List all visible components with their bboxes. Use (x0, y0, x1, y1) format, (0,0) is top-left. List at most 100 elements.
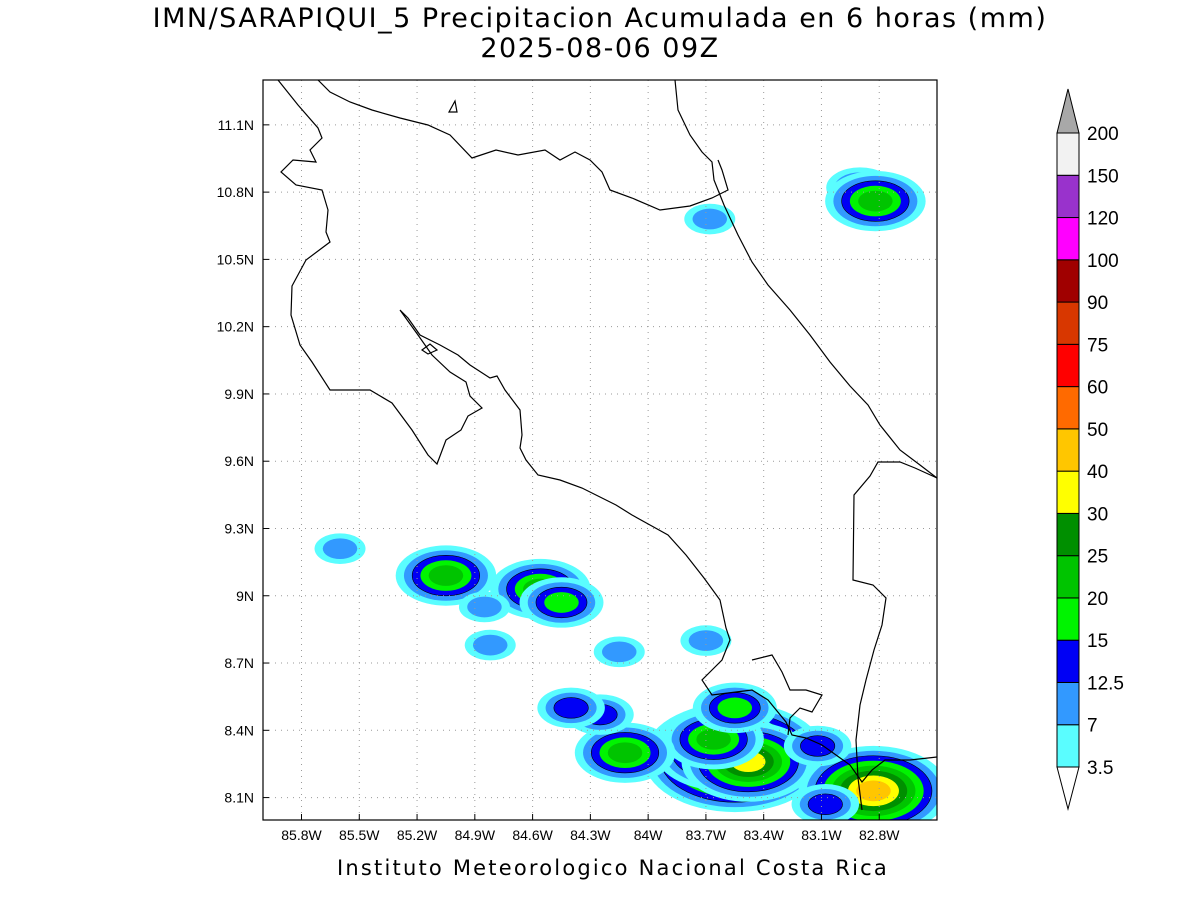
lon-tick-label: 85.2W (397, 827, 438, 843)
colorbar-swatch (1056, 132, 1080, 176)
colorbar-label: 30 (1087, 504, 1108, 525)
lat-tick-label: 10.8N (217, 184, 254, 200)
lake-nicaragua-islet (447, 99, 458, 113)
colorbar-swatch (1056, 681, 1080, 726)
precip-cell (519, 577, 604, 628)
colorbar-label: 150 (1087, 166, 1119, 187)
map-title: IMN/SARAPIQUI_5 Precipitacion Acumulada … (152, 3, 1048, 34)
credit-footer: Instituto Meteorologico Nacional Costa R… (337, 856, 889, 880)
pacific-coast-guanacaste (277, 80, 937, 783)
precip-contour (692, 208, 728, 230)
precip-cell (783, 725, 852, 767)
colorbar-swatch (1056, 555, 1080, 599)
colorbar-label: 40 (1087, 462, 1108, 483)
lat-tick-label: 9.3N (224, 520, 254, 536)
lat-tick-label: 9.9N (224, 386, 254, 402)
lon-tick-label: 83.4W (743, 827, 784, 843)
precip-contour (553, 697, 589, 719)
precip-cell (464, 629, 516, 661)
precip-contour (856, 780, 891, 802)
lon-tick-label: 83.7W (686, 827, 727, 843)
lat-tick-label: 8.1N (224, 790, 254, 806)
panama-border (852, 461, 937, 811)
coastlines (277, 80, 937, 811)
colorbar-swatch (1056, 428, 1080, 472)
lat-tick-label: 11.1N (218, 117, 254, 133)
precip-contour (322, 538, 358, 560)
lat-tick-label: 8.4N (224, 722, 254, 738)
lon-tick-label: 84.9W (455, 827, 496, 843)
colorbar-swatch (1056, 386, 1080, 430)
colorbar-label: 3.5 (1087, 758, 1113, 779)
precip-contour (602, 641, 637, 663)
colorbar-under-triangle (1056, 766, 1080, 811)
precip-cell (537, 687, 605, 729)
colorbar-swatch (1056, 259, 1080, 303)
precip-cell (574, 722, 676, 783)
precip-contour (717, 697, 753, 719)
nicaragua-border (317, 80, 729, 211)
lon-tick-label: 84W (634, 827, 664, 843)
colorbar-label: 75 (1087, 335, 1108, 356)
lon-tick-label: 85.8W (281, 827, 322, 843)
colorbar-label: 60 (1087, 378, 1108, 399)
colorbar-label: 90 (1087, 293, 1108, 314)
precip-contour (688, 630, 724, 651)
lon-tick-label: 83.1W (801, 827, 842, 843)
precipitation-field (314, 167, 937, 820)
colorbar-label: 20 (1087, 589, 1108, 610)
colorbar-label: 25 (1087, 547, 1108, 568)
precip-contour (800, 735, 836, 757)
precip-cell (791, 784, 860, 820)
colorbar-label: 200 (1087, 124, 1119, 145)
lat-tick-label: 9.6N (224, 453, 254, 469)
precip-cell (593, 636, 645, 668)
colorbar-swatch (1056, 301, 1080, 345)
graticule (263, 80, 937, 820)
precip-contour (472, 634, 508, 656)
colorbar-swatch (1056, 597, 1080, 641)
precip-contour (858, 190, 893, 212)
colorbar-label: 15 (1087, 631, 1108, 652)
colorbar-label: 12.5 (1087, 673, 1124, 694)
colorbar-label: 50 (1087, 420, 1108, 441)
lat-tick-label: 9N (236, 588, 254, 604)
precip-cell (314, 533, 366, 564)
colorbar-over-triangle (1056, 88, 1080, 134)
lon-tick-label: 82.8W (859, 827, 900, 843)
osa-peninsula-inner (751, 654, 823, 736)
lon-tick-label: 84.6W (512, 827, 553, 843)
colorbar-label: 120 (1087, 209, 1119, 230)
caribbean-coast (674, 80, 937, 479)
map-valid-time: 2025-08-06 09Z (480, 33, 720, 64)
precip-cell (692, 682, 777, 734)
precip-contour (607, 742, 643, 764)
lat-tick-label: 8.7N (224, 655, 254, 671)
colorbar-swatch (1056, 174, 1080, 219)
colorbar-swatch (1056, 343, 1080, 388)
precip-contour (544, 592, 579, 613)
axis-ticks: 85.8W 85.5W 85.2W 84.9W 84.6W 84.3W 84W 83.7W 83… (217, 117, 901, 843)
precip-contour (807, 793, 843, 815)
precip-cell (684, 203, 736, 235)
nicoya-gulf-islet (420, 343, 439, 355)
colorbar: 3.5 7 12.5 15 20 25 30 40 50 60 75 90 100 120 150 200 (1056, 88, 1124, 811)
lat-tick-label: 10.5N (217, 251, 254, 267)
precip-contour (696, 728, 731, 750)
colorbar-swatch (1056, 724, 1080, 768)
precip-cell (458, 591, 510, 623)
lon-tick-label: 84.3W (570, 827, 611, 843)
colorbar-swatch (1056, 470, 1080, 514)
lat-tick-label: 10.2N (217, 319, 254, 335)
map-frame (262, 79, 938, 821)
precip-cell (680, 625, 732, 656)
colorbar-label: 7 (1087, 716, 1098, 737)
lon-tick-label: 85.5W (339, 827, 380, 843)
colorbar-swatch (1056, 512, 1080, 557)
colorbar-swatch (1056, 639, 1080, 683)
colorbar-swatch (1056, 217, 1080, 261)
precip-contour (467, 596, 502, 618)
precip-cell (395, 545, 497, 606)
precip-contour (428, 565, 464, 586)
